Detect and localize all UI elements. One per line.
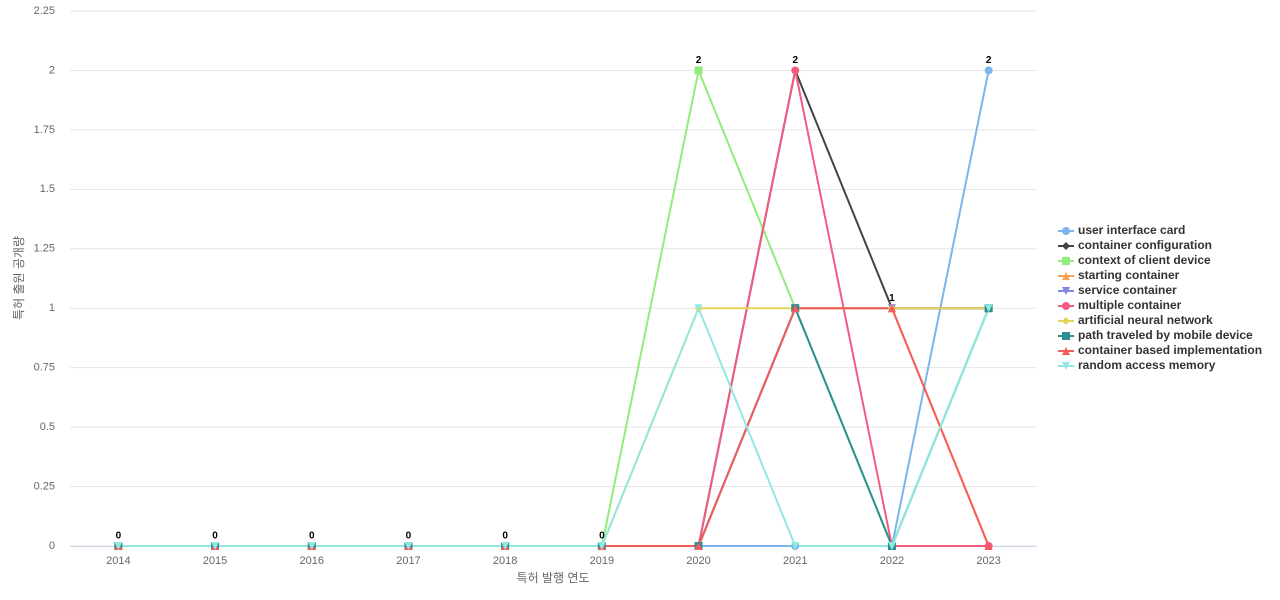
legend-label: container based implementation <box>1078 343 1262 357</box>
marker <box>791 304 800 313</box>
marker <box>791 542 800 550</box>
legend-marker <box>1062 302 1070 310</box>
legend-marker <box>1062 272 1070 280</box>
data-label: 2 <box>696 55 702 66</box>
x-tick-label: 2022 <box>880 555 904 567</box>
legend-label: container configuration <box>1078 238 1212 252</box>
x-tick-label: 2016 <box>300 555 324 567</box>
x-tick-label: 2014 <box>106 555 130 567</box>
data-label: 0 <box>116 531 122 542</box>
marker <box>694 66 703 75</box>
marker <box>694 542 703 550</box>
data-label: 0 <box>502 531 508 542</box>
marker <box>791 66 800 75</box>
legend-marker <box>1062 317 1070 325</box>
marker <box>597 542 606 550</box>
y-tick-label: 1.75 <box>34 124 55 136</box>
y-tick-label: 1.25 <box>34 243 55 255</box>
marker <box>501 542 510 550</box>
x-axis-title: 특허 발행 연도 <box>517 570 590 585</box>
marker <box>404 542 413 550</box>
marker <box>984 66 993 75</box>
legend-marker <box>1062 347 1070 355</box>
data-label: 1 <box>889 293 895 304</box>
x-tick-label: 2020 <box>686 555 710 567</box>
x-tick-label: 2023 <box>976 555 1000 567</box>
x-tick-label: 2017 <box>396 555 420 567</box>
legend-marker <box>1062 332 1070 340</box>
x-tick-label: 2015 <box>203 555 227 567</box>
legend-marker <box>1062 362 1070 370</box>
marker <box>887 304 896 313</box>
legend-label: path traveled by mobile device <box>1078 328 1253 342</box>
y-tick-label: 0.5 <box>40 421 55 433</box>
legend-label: starting container <box>1078 268 1180 282</box>
x-tick-label: 2019 <box>590 555 614 567</box>
legend-label: context of client device <box>1078 253 1211 267</box>
legend-label: service container <box>1078 283 1177 297</box>
y-axis-title: 특허 출원 공개량 <box>12 236 26 320</box>
legend-label: multiple container <box>1078 298 1182 312</box>
data-label: 0 <box>599 531 605 542</box>
data-label: 0 <box>309 531 315 542</box>
marker <box>694 304 703 313</box>
x-tick-label: 2018 <box>493 555 517 567</box>
y-tick-label: 0.75 <box>34 362 55 374</box>
data-label: 2 <box>792 55 798 66</box>
legend-marker <box>1062 242 1070 250</box>
data-label: 0 <box>406 531 412 542</box>
y-tick-label: 0.25 <box>34 480 55 492</box>
marker <box>984 542 993 550</box>
legend-marker <box>1062 257 1070 265</box>
legend-marker <box>1062 227 1070 235</box>
legend-label: random access memory <box>1078 358 1216 372</box>
marker <box>887 542 896 550</box>
y-tick-label: 2 <box>49 64 55 76</box>
y-tick-label: 1.5 <box>40 183 55 195</box>
x-tick-label: 2021 <box>783 555 807 567</box>
marker <box>307 542 316 550</box>
series-line <box>118 305 990 547</box>
legend-marker <box>1062 287 1070 295</box>
data-label: 0 <box>212 531 218 542</box>
marker <box>984 304 993 313</box>
y-tick-label: 1 <box>49 302 55 314</box>
legend-label: user interface card <box>1078 223 1185 237</box>
marker <box>211 542 220 550</box>
y-tick-label: 0 <box>49 540 55 552</box>
y-tick-label: 2.25 <box>34 5 55 17</box>
data-label: 2 <box>986 55 992 66</box>
legend-label: artificial neural network <box>1078 313 1213 327</box>
marker <box>114 542 123 550</box>
